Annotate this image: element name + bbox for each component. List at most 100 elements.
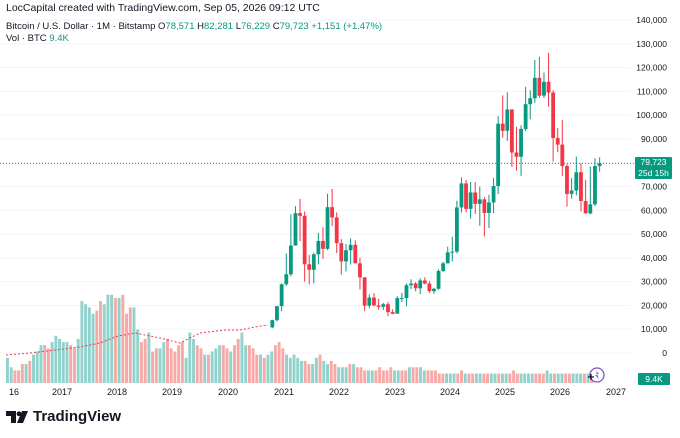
candle-body (293, 213, 298, 246)
candle-body (330, 207, 335, 218)
candle-body (551, 92, 556, 138)
candle-body (500, 123, 505, 131)
add-indicator-icon[interactable] (588, 374, 594, 380)
volume-bar (500, 373, 504, 383)
symbol-label[interactable]: Bitcoin / U.S. Dollar · 1M · Bitstamp (6, 21, 156, 32)
candle-body (395, 298, 400, 314)
candle-body (413, 283, 418, 289)
volume-bar (348, 364, 352, 383)
volume-bar (534, 373, 538, 383)
jump-to-now-icon[interactable] (589, 367, 605, 383)
volume-bar (407, 367, 411, 383)
volume-bar (437, 373, 441, 383)
candle-body (358, 263, 362, 278)
volume-bar (549, 373, 553, 383)
volume-bar (430, 370, 434, 383)
candle-body (509, 109, 514, 153)
time-tick-label: 2025 (495, 387, 515, 397)
volume-bar (184, 357, 188, 383)
volume-bar (288, 357, 292, 383)
volume-bar (463, 373, 467, 383)
candle-body (514, 152, 519, 157)
volume-bar (110, 294, 114, 383)
volume-bar (255, 354, 259, 383)
volume-bar (80, 301, 84, 383)
volume-bar (575, 373, 579, 383)
volume-bar (393, 370, 396, 383)
candle-body (477, 199, 482, 204)
volume-bar (121, 294, 125, 383)
volume-bar (251, 348, 255, 383)
candle-body (505, 109, 510, 131)
candle-body (418, 280, 423, 289)
ohlc-legend[interactable]: Bitcoin / U.S. Dollar · 1M · Bitstamp O7… (6, 21, 382, 32)
high-label: H (197, 21, 205, 32)
candle-body (348, 244, 353, 251)
candle-body (532, 77, 537, 99)
candle-body (381, 304, 386, 307)
volume-bar (456, 373, 460, 383)
candle-body (583, 201, 588, 214)
volume-bar (486, 373, 489, 383)
candle-body (372, 297, 376, 306)
candle-body (579, 172, 583, 202)
time-tick-label: 2026 (550, 387, 570, 397)
tradingview-logo-text: TradingView (33, 408, 122, 425)
volume-bar (236, 338, 240, 383)
volume-bar (493, 373, 497, 383)
volume-bar (43, 345, 47, 383)
volume-bar (326, 364, 329, 383)
volume-bar (586, 373, 590, 383)
volume-bar (136, 329, 140, 383)
candle-body (537, 77, 542, 96)
candle-body (288, 245, 293, 275)
volume-legend[interactable]: Vol · BTC 9.4K (6, 33, 69, 44)
time-tick-label: 2027 (606, 387, 626, 397)
volume-bar (381, 370, 385, 383)
volume-bar (322, 360, 326, 383)
price-tick-label: 140,000 (636, 15, 667, 25)
candle-body (473, 192, 478, 204)
volume-bar (106, 294, 110, 383)
volume-bar (303, 360, 307, 383)
price-tick-label: 120,000 (636, 63, 667, 73)
time-tick-label: 2020 (218, 387, 238, 397)
volume-bar (214, 348, 218, 383)
tradingview-logo[interactable]: TradingView (6, 408, 121, 425)
time-tick-label: 2019 (162, 387, 182, 397)
volume-bar (497, 373, 501, 383)
candle-body (574, 172, 579, 191)
candle-body (519, 128, 523, 157)
candle-body (491, 186, 496, 203)
volume-bar (512, 370, 516, 383)
time-tick-label: 2024 (440, 387, 460, 397)
candle-body (565, 166, 569, 194)
candle-body (275, 306, 279, 321)
candle-body (464, 183, 468, 209)
volume-bar (132, 307, 136, 383)
volume-bar (199, 348, 203, 383)
volume-bar (46, 348, 50, 383)
volume-bar (180, 342, 184, 383)
volume-bar (65, 342, 69, 383)
candle-body (482, 199, 487, 213)
price-tick-label: 50,000 (641, 229, 667, 239)
price-tick-label: 40,000 (641, 253, 667, 263)
price-tick-label: 130,000 (636, 39, 667, 49)
volume-bar (504, 373, 508, 383)
volume-bar (396, 370, 400, 383)
volume-bar (560, 373, 564, 383)
volume-axis-label: 9.4K (638, 373, 670, 385)
volume-bar (229, 351, 233, 383)
volume-bar (143, 338, 147, 383)
volume-bar (541, 373, 545, 383)
volume-bar (221, 345, 225, 383)
volume-bar (523, 373, 527, 383)
volume-bar (192, 338, 195, 383)
low-value: 76,229 (241, 21, 271, 32)
high-value: 82,281 (204, 21, 234, 32)
volume-bar (556, 373, 560, 383)
candle-body (316, 240, 321, 255)
volume-bar (17, 370, 21, 383)
